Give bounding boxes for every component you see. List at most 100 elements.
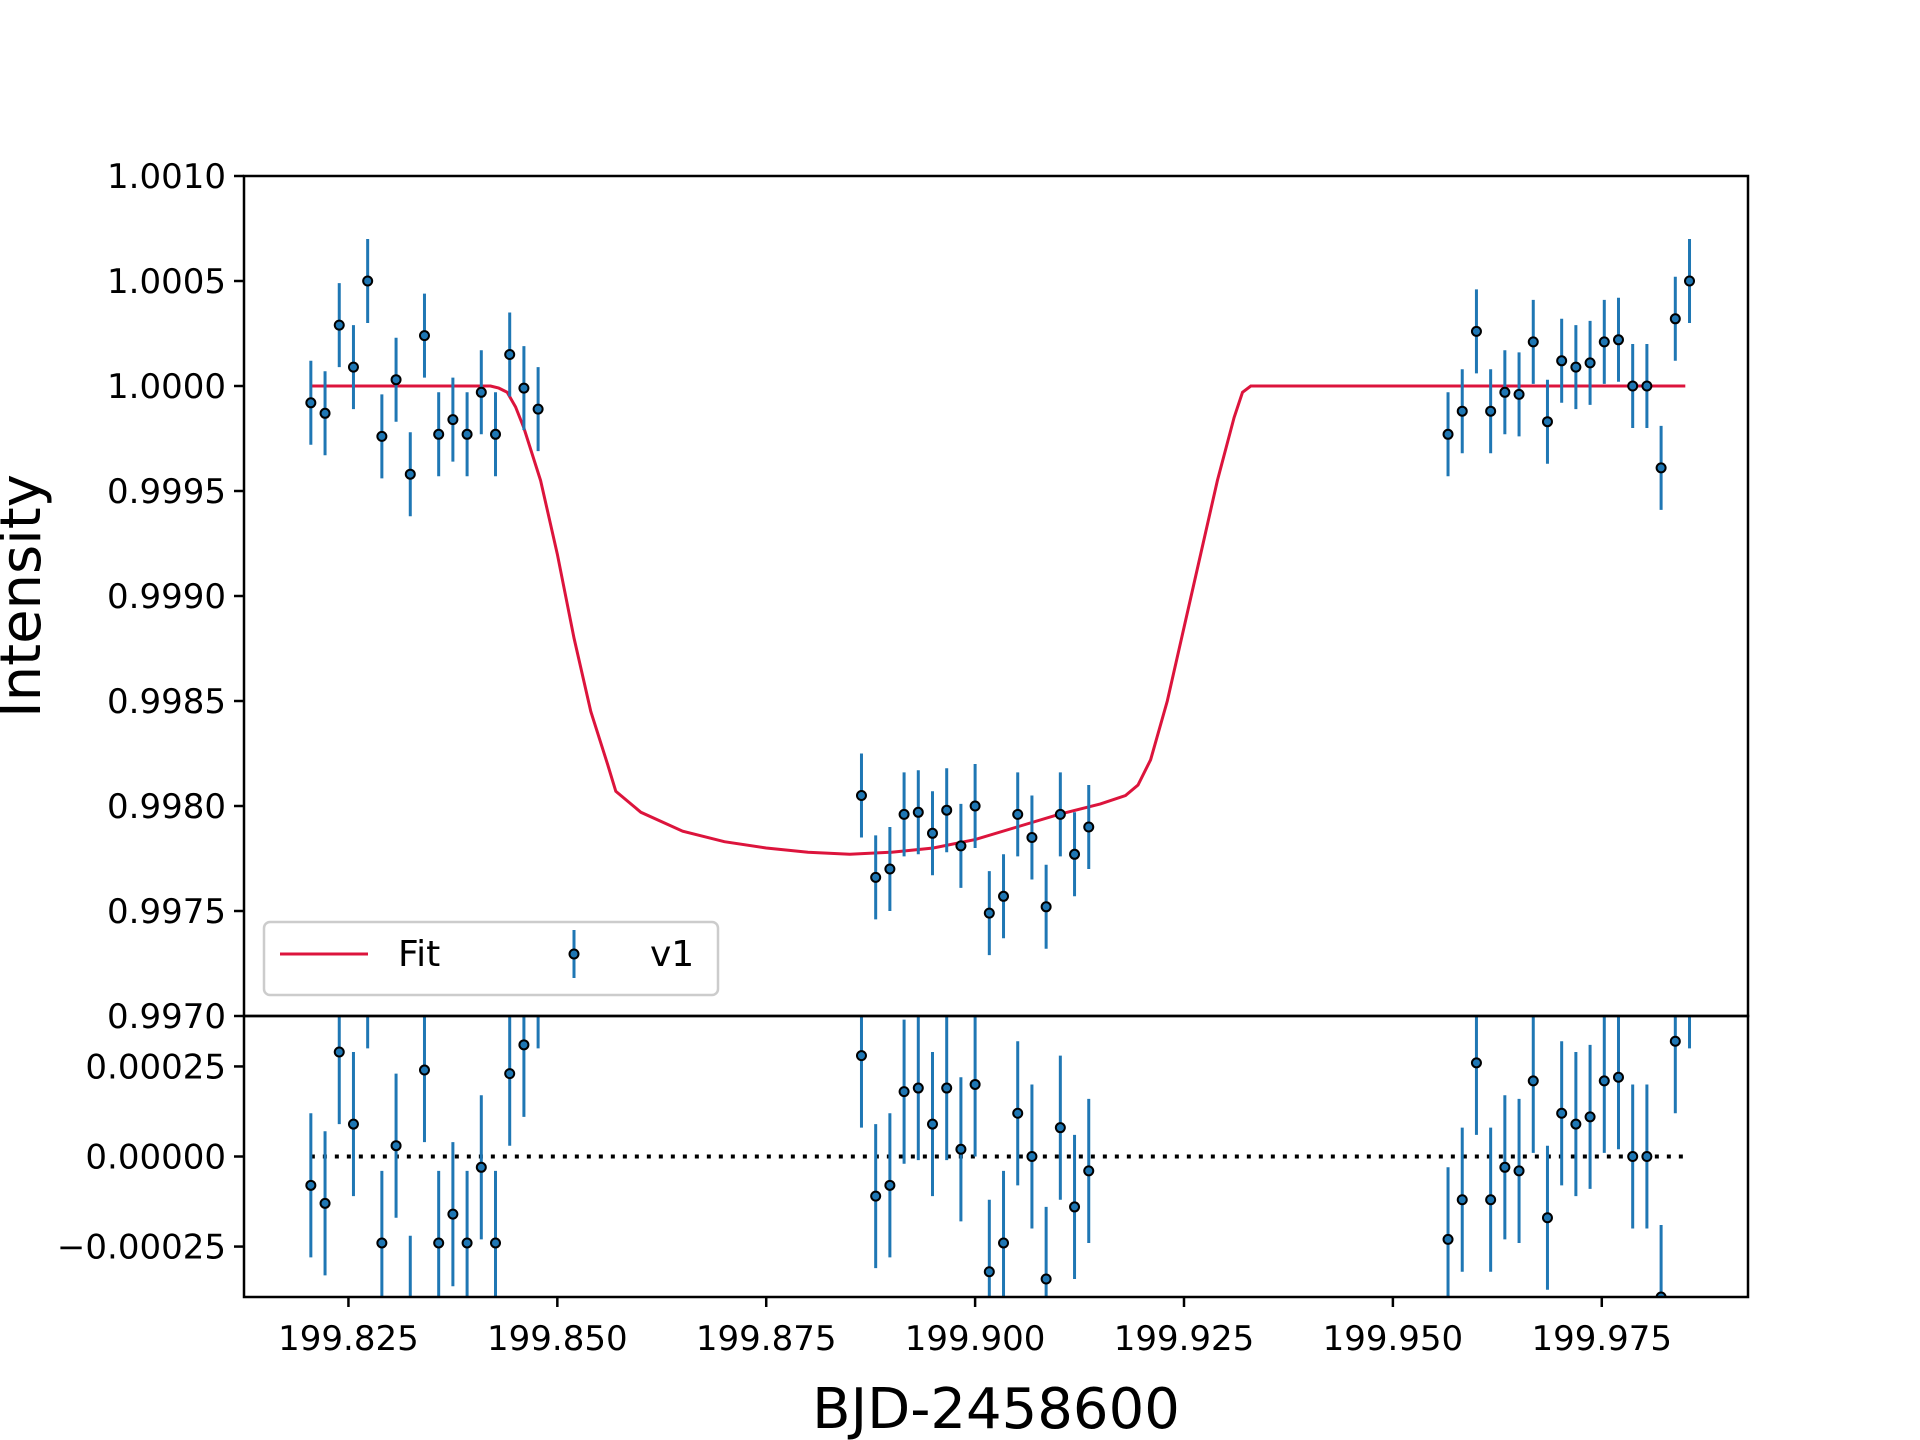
v1-residual-point [1541,1212,1553,1224]
main-y-tick-label: 1.0000 [107,367,226,407]
v1-residual-point [1612,1071,1624,1083]
v1-residual-point [884,1179,896,1191]
v1-point [955,840,967,852]
v1-point [347,361,359,373]
residual-y-ticks: −0.00025 0.00000 0.00025 [57,1047,244,1268]
v1-residual-point [1470,1057,1482,1069]
x-tick-label: 199.825 [278,1319,419,1359]
v1-residual-point [1456,1194,1468,1206]
v1-residual-point [1527,1075,1539,1087]
v1-point [447,414,459,426]
v1-residual-points [305,1035,1681,1297]
v1-point [532,403,544,415]
v1-residual-point [912,1082,924,1094]
v1-point [1054,808,1066,820]
v1-residual-point [1669,1035,1681,1047]
v1-point [504,349,516,360]
v1-point [376,430,388,442]
v1-point [1655,462,1667,474]
main-y-tick-label: 1.0010 [107,157,226,197]
legend-box [262,920,720,997]
v1-point [362,275,374,287]
v1-point [1627,380,1639,392]
v1-residual-point [855,1050,867,1062]
fit-line [310,384,1686,856]
v1-residual-point [1641,1151,1653,1162]
x-tick-label: 199.950 [1323,1319,1464,1359]
residuals-panel-frame [242,1014,1750,1299]
v1-point [1470,325,1482,337]
v1-point [884,863,896,875]
v1-residual-point [461,1237,473,1249]
main-y-tick-label: 0.9995 [107,472,226,512]
main-y-tick-label: 0.9975 [107,892,226,932]
v1-residual-point [305,1179,317,1191]
v1-point [998,890,1010,902]
v1-residual-point [870,1190,882,1202]
v1-point [518,382,530,394]
v1-point [319,407,331,419]
v1-point [926,827,938,839]
v1-residual-point [1083,1165,1095,1177]
v1-point [983,907,995,919]
v1-residual-point [390,1140,402,1152]
v1-point [1598,336,1610,348]
v1-residual-point [1012,1107,1024,1119]
legend-v1-swatch-marker [568,948,580,960]
v1-point [490,428,502,440]
legend: Fit v1 [262,920,720,997]
v1-point [1513,388,1525,400]
v1-point [1069,848,1081,860]
light-curve-panel: 0.9970 0.9975 0.9980 0.9985 0.9990 0.9995 1.00… [107,157,1696,1037]
v1-point [1026,832,1038,843]
v1-residual-point [376,1237,388,1249]
v1-point [390,374,402,386]
v1-residual-point [1069,1201,1081,1213]
v1-residual-point [955,1143,967,1155]
v1-residual-point [447,1208,459,1220]
v1-residual-point [983,1266,995,1278]
v1-point [1541,416,1553,428]
v1-point [404,468,416,480]
v1-residual-point [347,1118,359,1130]
legend-fit-label: Fit [398,934,440,975]
v1-point [1684,275,1696,287]
v1-residual-point [941,1082,953,1094]
v1-residual-point [1570,1118,1582,1130]
v1-point [1527,336,1539,348]
v1-residual-point [1513,1165,1525,1177]
v1-point [418,330,430,342]
v1-residual-point [926,1118,938,1130]
x-tick-label: 199.875 [696,1319,837,1359]
v1-point [1040,901,1052,913]
v1-point [1485,405,1497,417]
main-y-tick-label: 0.9990 [107,577,226,617]
v1-point [1612,334,1624,346]
v1-point [941,804,953,816]
v1-point [461,428,473,440]
v1-residual-point [433,1237,445,1249]
v1-residual-point [490,1237,502,1249]
v1-residual-point [475,1161,487,1173]
v1-residual-point [1485,1194,1497,1206]
main-y-tick-label: 0.9980 [107,787,226,827]
v1-point [1012,808,1024,820]
v1-points [305,275,1696,919]
residual-y-tick-label: 0.00025 [85,1047,226,1087]
v1-point [870,871,882,883]
v1-point [433,428,445,440]
v1-point [898,808,910,820]
v1-residual-point [518,1039,530,1051]
v1-residual-point [333,1046,345,1058]
v1-residual-point [1627,1151,1639,1162]
v1-point [1669,313,1681,325]
x-tick-label: 199.900 [905,1319,1046,1359]
x-tick-label: 199.850 [487,1319,628,1359]
v1-point [1442,428,1454,440]
v1-residual-point [969,1078,981,1090]
v1-residual-point [898,1086,910,1098]
y-axis-label: Intensity [0,474,54,718]
v1-point [1083,821,1095,833]
x-tick-label: 199.975 [1531,1319,1672,1359]
